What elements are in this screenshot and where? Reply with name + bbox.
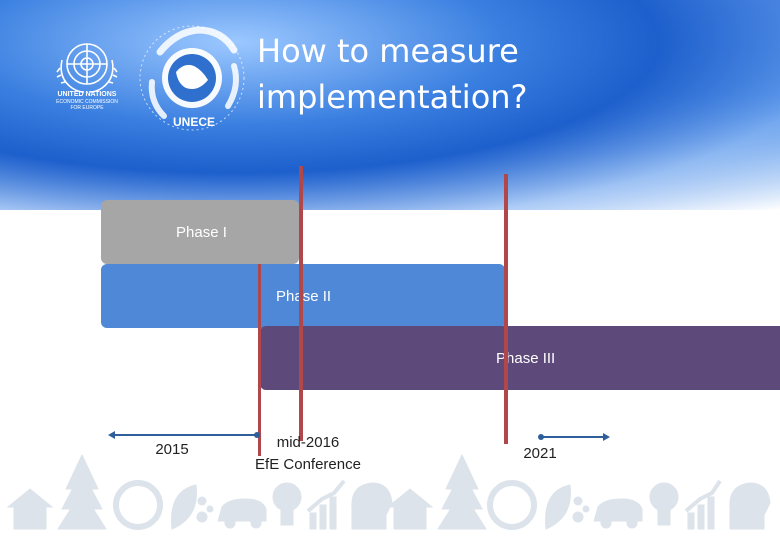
lightbulb-icon (649, 482, 679, 526)
decorative-icon-strip (6, 453, 771, 530)
water-drops-icon (572, 496, 590, 523)
timeline-label-mid-2016-date: mid-2016 (276, 434, 340, 451)
timeline-label-mid-2016: mid-2016 EfE Conference (248, 432, 368, 476)
head-gear-icon (729, 482, 771, 530)
slide-title: How to measure implementation? (257, 32, 528, 116)
lightbulb-icon (272, 482, 302, 526)
un-commission: ECONOMIC COMMISSION (56, 99, 118, 105)
house-icon (6, 488, 54, 530)
un-region: FOR EUROPE (70, 105, 104, 111)
phase-1-label: Phase I (176, 224, 227, 241)
car-icon (217, 498, 267, 529)
milestone-marker-phase-3-start (258, 264, 261, 456)
recycle-globe-icon (487, 480, 537, 530)
pine-tree-icon (57, 453, 107, 530)
axis-start-dot (538, 434, 544, 440)
phase-2-label: Phase II (276, 288, 332, 305)
phase-3-label: Phase III (496, 350, 556, 367)
arrow-left-icon (108, 431, 115, 439)
un-emblem-icon (56, 43, 118, 93)
house-icon (386, 488, 434, 530)
growth-chart-icon (684, 479, 722, 530)
growth-chart-icon (306, 479, 346, 530)
pine-tree-icon (437, 453, 487, 530)
water-drops-icon (196, 496, 214, 523)
car-icon (593, 498, 643, 529)
timeline-axis-right (541, 436, 605, 438)
recycle-globe-icon (113, 480, 163, 530)
arrow-right-icon (603, 433, 610, 441)
leaf-icon (171, 484, 197, 530)
axis-end-dot (254, 432, 260, 438)
milestone-marker-mid-2016 (299, 166, 303, 441)
timeline-label-2021: 2021 (523, 445, 557, 462)
head-gear-icon (351, 482, 393, 530)
leaf-icon (545, 484, 571, 530)
timeline-axis-left (113, 434, 258, 436)
timeline-label-efe-conference: EfE Conference (255, 456, 361, 473)
milestone-marker-2021 (504, 174, 508, 444)
phase-1-bar: Phase I (101, 200, 299, 264)
header-background (0, 0, 780, 210)
un-name: UNITED NATIONS (57, 91, 117, 98)
phase-3-bar: Phase III (260, 326, 780, 390)
unece-badge-icon: UNECE (139, 25, 245, 131)
phase-2-bar: Phase II (101, 264, 505, 328)
un-wordmark: UNITED NATIONS ECONOMIC COMMISSION FOR E… (46, 90, 128, 111)
unece-text: UNECE (173, 115, 215, 129)
timeline-label-2015: 2015 (155, 441, 189, 458)
